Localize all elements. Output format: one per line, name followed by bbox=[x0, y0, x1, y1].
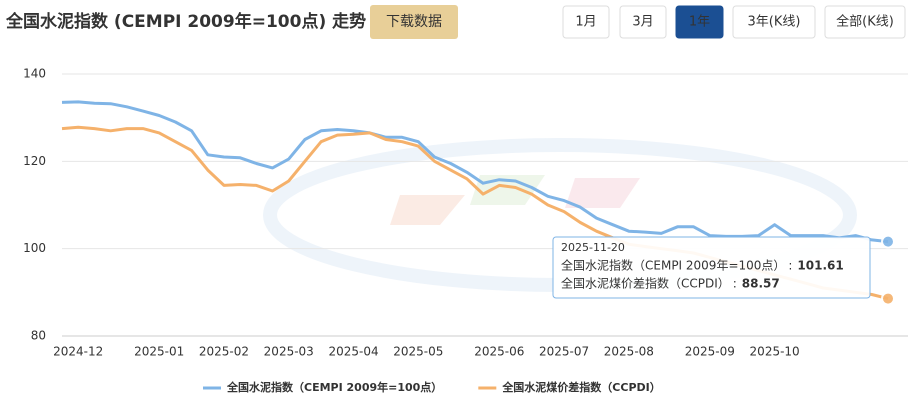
tooltip-series: 全国水泥指数（CEMPI 2009年=100点） bbox=[561, 258, 785, 273]
y-tick-label: 80 bbox=[31, 329, 46, 343]
range-label[interactable]: 1年 bbox=[689, 15, 710, 30]
x-tick-label: 2025-05 bbox=[393, 345, 443, 359]
y-tick-label: 120 bbox=[23, 154, 46, 168]
tooltip-sep: : bbox=[733, 277, 737, 291]
series-line bbox=[61, 100, 889, 244]
y-tick-label: 100 bbox=[23, 241, 46, 255]
legend-label: 全国水泥指数（CEMPI 2009年=100点） bbox=[226, 380, 442, 394]
range-button[interactable] bbox=[675, 5, 724, 39]
legend-label: 全国水泥煤价差指数（CCPDI） bbox=[501, 380, 660, 394]
x-tick-label: 2025-01 bbox=[134, 345, 184, 359]
tooltip-value: 88.57 bbox=[742, 277, 780, 291]
range-button[interactable] bbox=[732, 5, 816, 39]
highlight-point bbox=[881, 291, 895, 306]
tooltip-date: 2025-11-20 bbox=[561, 241, 625, 254]
x-tick-label: 2025-04 bbox=[328, 345, 378, 359]
download-label[interactable]: 下载数据 bbox=[386, 14, 442, 30]
x-tick-label: 2025-09 bbox=[685, 345, 735, 359]
highlight-point bbox=[881, 234, 895, 249]
x-tick-label: 2025-02 bbox=[199, 345, 249, 359]
range-label[interactable]: 3月 bbox=[632, 15, 653, 30]
x-tick-label: 2024-12 bbox=[53, 345, 103, 359]
tooltip-series: 全国水泥煤价差指数（CCPDI） bbox=[561, 276, 730, 291]
range-label[interactable]: 1月 bbox=[575, 15, 596, 30]
range-button[interactable] bbox=[619, 5, 667, 39]
range-button[interactable] bbox=[824, 5, 906, 39]
x-tick-label: 2025-06 bbox=[474, 345, 524, 359]
y-tick-label: 140 bbox=[23, 67, 46, 81]
x-tick-label: 2025-07 bbox=[539, 345, 589, 359]
range-label[interactable]: 3年(K线) bbox=[748, 15, 801, 30]
range-label[interactable]: 全部(K线) bbox=[836, 14, 894, 30]
x-tick-label: 2025-03 bbox=[264, 345, 314, 359]
x-tick-label: 2025-08 bbox=[604, 345, 654, 359]
tooltip-sep: : bbox=[788, 259, 792, 273]
range-button[interactable] bbox=[562, 5, 610, 39]
page-title: 全国水泥指数 (CEMPI 2009年=100点) 走势 bbox=[5, 11, 366, 32]
download-button[interactable] bbox=[370, 5, 458, 39]
tooltip-box bbox=[552, 236, 871, 299]
tooltip-value: 101.61 bbox=[797, 259, 843, 273]
x-tick-label: 2025-10 bbox=[750, 345, 800, 359]
